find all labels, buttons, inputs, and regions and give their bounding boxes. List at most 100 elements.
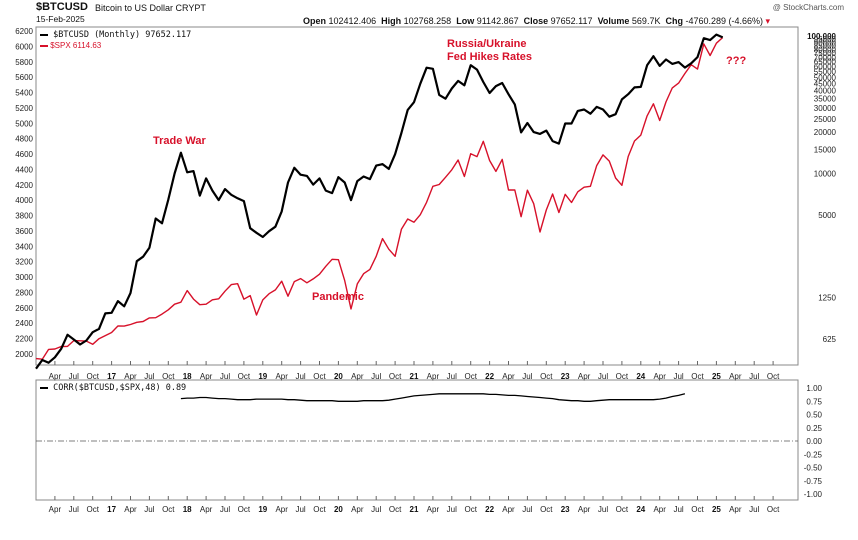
corr-tick-label: 0.25 bbox=[806, 424, 822, 433]
high-value: 102768.258 bbox=[403, 16, 452, 26]
x-tick-label: Apr bbox=[49, 372, 62, 381]
x-tick-label: Jul bbox=[69, 372, 79, 381]
right-tick-label: 5000 bbox=[818, 211, 836, 220]
x-tick-label: Jul bbox=[371, 505, 381, 514]
left-tick-label: 5000 bbox=[15, 119, 33, 128]
x-tick-label: 19 bbox=[258, 505, 267, 514]
annotation-russia-ukraine: Russia/Ukraine bbox=[447, 38, 526, 50]
spx-series-line bbox=[35, 36, 724, 360]
x-tick-label: 23 bbox=[561, 372, 570, 381]
x-tick-label: 21 bbox=[410, 372, 419, 381]
x-tick-label: Oct bbox=[540, 505, 553, 514]
x-tick-label: Jul bbox=[371, 372, 381, 381]
x-tick-label: Apr bbox=[729, 505, 742, 514]
annotations: Trade War Pandemic Russia/Ukraine Fed Hi… bbox=[153, 38, 746, 303]
x-tick-label: 18 bbox=[183, 372, 192, 381]
x-tick-label: Apr bbox=[578, 505, 591, 514]
chg-label: Chg bbox=[665, 16, 683, 26]
left-tick-label: 2400 bbox=[15, 319, 33, 328]
legend-btc-label: $BTCUSD (Monthly) 97652.117 bbox=[53, 30, 192, 40]
right-tick-label: 45000 bbox=[814, 80, 837, 89]
x-tick-label: Apr bbox=[729, 372, 742, 381]
x-tick-label: Apr bbox=[275, 505, 288, 514]
left-axis: 6200 6000 5800 5600 5400 5200 5000 4800 4600 4400… bbox=[15, 27, 33, 359]
corr-tick-label: 0.00 bbox=[806, 437, 822, 446]
x-tick-label: Jul bbox=[220, 372, 230, 381]
left-tick-label: 6000 bbox=[15, 42, 33, 51]
corr-axis: 1.00 0.75 0.50 0.25 0.00 -0.25 -0.50 -0.75 -1.00 bbox=[804, 384, 823, 499]
right-tick-label: 65000 bbox=[814, 58, 837, 67]
x-tick-label: Oct bbox=[691, 505, 704, 514]
right-tick-label: 30000 bbox=[814, 104, 837, 113]
x-tick-label: 23 bbox=[561, 505, 570, 514]
annotation-fed-hikes: Fed Hikes Rates bbox=[447, 51, 532, 63]
left-tick-label: 3800 bbox=[15, 212, 33, 221]
x-tick-label: Jul bbox=[598, 505, 608, 514]
x-axis-top: Apr Jul Oct 17 Apr Jul Oct 18 Apr Jul Oct 19 Apr Jul O… bbox=[49, 372, 780, 381]
chart-date: 15-Feb-2025 bbox=[36, 14, 85, 24]
left-tick-label: 4800 bbox=[15, 135, 33, 144]
x-tick-label: Apr bbox=[653, 372, 666, 381]
left-tick-label: 5200 bbox=[15, 104, 33, 113]
symbol: $BTCUSD bbox=[36, 1, 88, 13]
right-tick-label: 60000 bbox=[814, 62, 837, 71]
x-tick-label: Jul bbox=[295, 372, 305, 381]
corr-panel-grid bbox=[36, 440, 798, 500]
left-tick-label: 6200 bbox=[15, 27, 33, 36]
x-tick-label: Oct bbox=[162, 372, 175, 381]
right-tick-label: 10000 bbox=[814, 169, 837, 178]
corr-line bbox=[180, 393, 686, 402]
left-tick-label: 3200 bbox=[15, 258, 33, 267]
x-tick-label: 20 bbox=[334, 505, 343, 514]
corr-panel-border bbox=[35, 379, 799, 501]
x-tick-label: Apr bbox=[49, 505, 62, 514]
ohlc-readout: Open 102412.406 High 102768.258 Low 9114… bbox=[303, 16, 770, 27]
annotation-question: ??? bbox=[726, 55, 746, 67]
open-label: Open bbox=[303, 16, 327, 26]
x-tick-label: Apr bbox=[275, 372, 288, 381]
volume-label: Volume bbox=[597, 16, 630, 26]
x-tick-label: 20 bbox=[334, 372, 343, 381]
x-tick-label: Oct bbox=[313, 505, 326, 514]
left-tick-label: 4600 bbox=[15, 150, 33, 159]
corr-series-line bbox=[180, 393, 686, 402]
legend-corr-label: CORR($BTCUSD,$SPX,48) 0.89 bbox=[53, 383, 187, 393]
right-tick-label: 40000 bbox=[814, 87, 837, 96]
x-tick-label: 24 bbox=[636, 372, 645, 381]
x-tick-label: 21 bbox=[410, 505, 419, 514]
x-tick-label: Oct bbox=[86, 505, 99, 514]
x-tick-label: Apr bbox=[351, 372, 364, 381]
x-tick-label: Jul bbox=[295, 505, 305, 514]
x-tick-label: Oct bbox=[313, 372, 326, 381]
x-tick-label: Oct bbox=[238, 505, 251, 514]
legend-corr-swatch bbox=[40, 386, 48, 389]
x-tick-label: Oct bbox=[464, 505, 477, 514]
x-tick-label: 17 bbox=[107, 505, 116, 514]
corr-tick-label: -1.00 bbox=[804, 490, 823, 499]
x-tick-label: Apr bbox=[351, 505, 364, 514]
low-value: 91142.867 bbox=[476, 16, 519, 26]
x-tick-label: Apr bbox=[427, 505, 440, 514]
x-tick-label: Jul bbox=[220, 505, 230, 514]
legend-btc-swatch bbox=[40, 33, 48, 36]
x-tick-label: Oct bbox=[86, 372, 99, 381]
x-tick-label: Oct bbox=[162, 505, 175, 514]
annotation-pandemic: Pandemic bbox=[312, 291, 364, 303]
price-lines bbox=[35, 33, 724, 370]
right-tick-label: 95000 bbox=[814, 35, 837, 44]
corr-tick-label: 0.50 bbox=[806, 411, 822, 420]
right-tick-label: 100,000 bbox=[807, 32, 836, 41]
left-tick-label: 4200 bbox=[15, 181, 33, 190]
price-panel-border bbox=[35, 26, 799, 366]
left-tick-label: 4400 bbox=[15, 165, 33, 174]
corr-tick-label: -0.75 bbox=[804, 477, 823, 486]
x-tick-label: 25 bbox=[712, 372, 721, 381]
left-tick-label: 3400 bbox=[15, 242, 33, 251]
x-axis-bottom: Apr Jul Oct 17 Apr Jul Oct 18 Apr Jul Oct 19 Apr Jul O… bbox=[49, 505, 780, 514]
left-tick-label: 2200 bbox=[15, 335, 33, 344]
volume-value: 569.7K bbox=[631, 16, 661, 26]
right-tick-label: 625 bbox=[823, 335, 837, 344]
btc-series-line bbox=[35, 33, 724, 370]
corr-tick-label: 1.00 bbox=[806, 384, 822, 393]
